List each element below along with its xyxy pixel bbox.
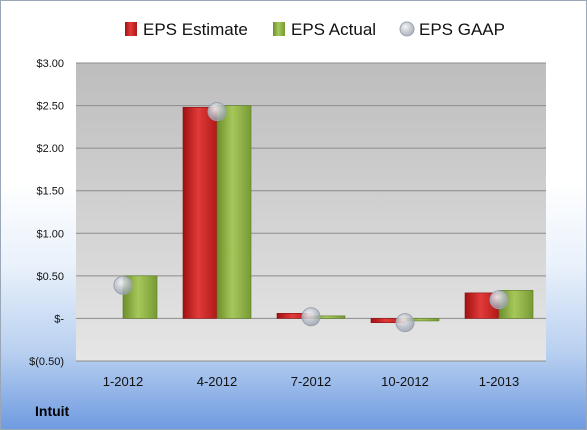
gaap-markers (113, 102, 509, 333)
y-tick-label: $1.00 (36, 228, 64, 240)
legend-label-eps-actual: EPS Actual (291, 20, 376, 39)
y-tick-label: $1.50 (36, 186, 64, 198)
bar-eps-estimate-4-2012 (182, 106, 218, 319)
x-tick-label: 1-2012 (103, 374, 143, 389)
marker-eps-gaap-10-2012 (395, 313, 415, 333)
y-tick-label: $3.00 (36, 58, 64, 70)
marker-eps-gaap-4-2012 (207, 102, 227, 122)
x-tick-label: 4-2012 (197, 374, 237, 389)
x-tick-label: 1-2013 (479, 374, 519, 389)
marker-eps-gaap-1-2012 (113, 275, 133, 295)
y-tick-label: $2.00 (36, 143, 64, 155)
y-tick-label: $2.50 (36, 101, 64, 113)
legend-marker-eps-gaap (399, 21, 415, 37)
x-axis: 1-2012 4-2012 7-2012 10-2012 1-2013 (103, 374, 519, 389)
legend-marker-eps-estimate (125, 22, 137, 36)
y-tick-label: $- (54, 313, 64, 325)
legend-label-eps-gaap: EPS GAAP (419, 20, 505, 39)
x-tick-label: 10-2012 (381, 374, 429, 389)
y-axis: $(0.50) $- $0.50 $1.00 $1.50 $2.00 $2.50 $3.00 (29, 58, 64, 368)
x-tick-label: 7-2012 (291, 374, 331, 389)
bar-eps-actual-4-2012 (216, 105, 252, 319)
y-tick-label: $(0.50) (29, 356, 64, 368)
legend: EPS Estimate EPS Actual EPS GAAP (125, 20, 505, 39)
marker-eps-gaap-7-2012 (301, 307, 321, 327)
y-tick-label: $0.50 (36, 271, 64, 283)
marker-eps-gaap-1-2013 (489, 290, 509, 310)
legend-marker-eps-actual (273, 22, 285, 36)
legend-label-eps-estimate: EPS Estimate (143, 20, 248, 39)
company-name: Intuit (35, 403, 70, 419)
